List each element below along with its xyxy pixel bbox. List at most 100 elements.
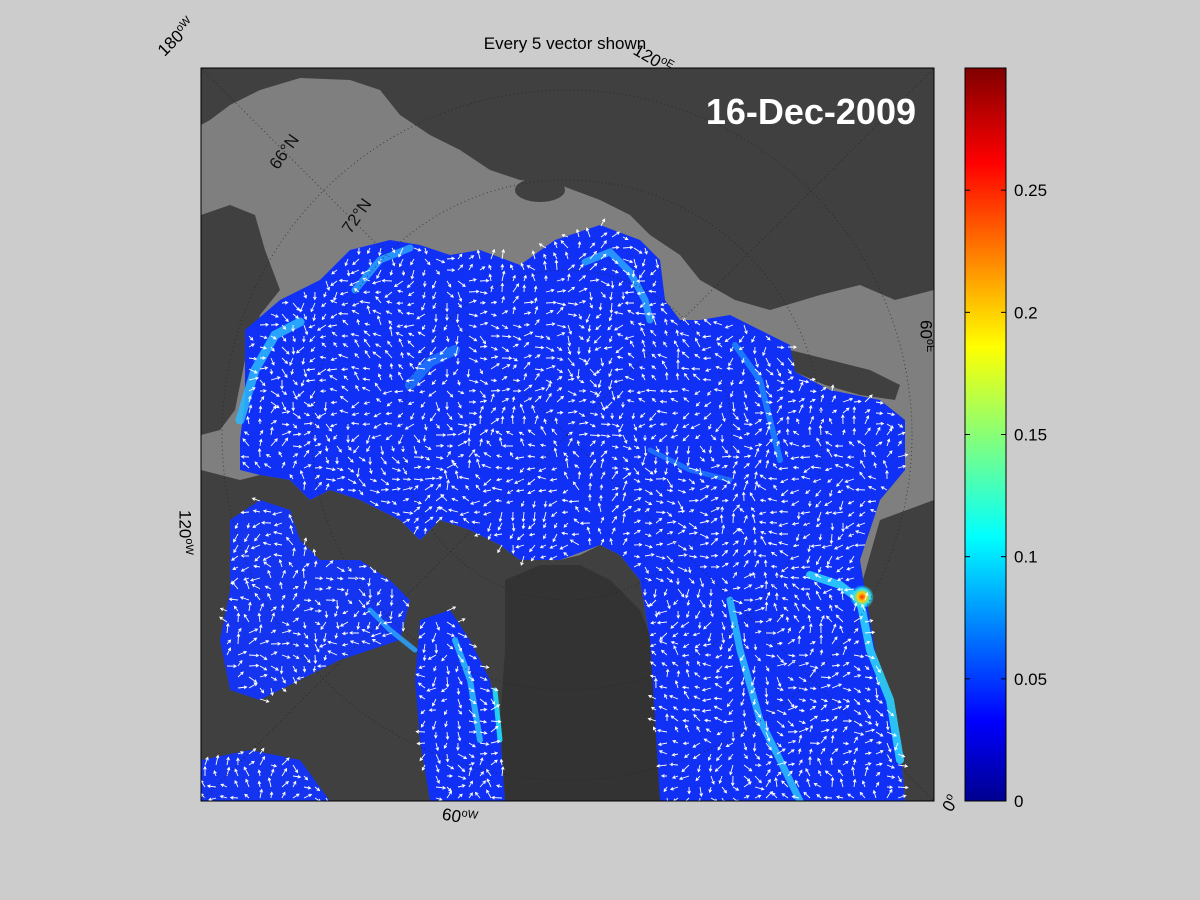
velocity-vector-arrow bbox=[767, 497, 778, 502]
velocity-vector-arrow bbox=[374, 290, 382, 295]
velocity-vector-arrow bbox=[710, 531, 720, 536]
velocity-vector-arrow bbox=[526, 265, 536, 271]
velocity-vector-arrow bbox=[579, 521, 591, 526]
velocity-vector-arrow bbox=[741, 368, 746, 376]
velocity-vector-arrow bbox=[281, 410, 291, 414]
velocity-vector-arrow bbox=[600, 232, 608, 238]
velocity-vector-arrow bbox=[468, 654, 478, 660]
velocity-vector-arrow bbox=[270, 390, 280, 397]
velocity-vector-arrow bbox=[743, 720, 748, 731]
velocity-vector-arrow bbox=[556, 395, 565, 403]
velocity-vector-arrow bbox=[457, 698, 462, 709]
velocity-vector-arrow bbox=[554, 259, 559, 271]
velocity-vector-arrow bbox=[703, 412, 712, 420]
velocity-vector-arrow bbox=[291, 346, 296, 355]
velocity-vector-arrow bbox=[457, 390, 465, 395]
lon-label-60e: 60oE bbox=[915, 320, 936, 352]
velocity-vector-arrow bbox=[203, 765, 207, 776]
velocity-vector-arrow bbox=[649, 599, 657, 607]
velocity-vector-arrow bbox=[490, 378, 498, 383]
velocity-vector-arrow bbox=[487, 533, 492, 541]
velocity-vector-arrow bbox=[856, 522, 866, 527]
velocity-vector-arrow bbox=[402, 599, 410, 607]
velocity-vector-arrow bbox=[806, 555, 811, 564]
velocity-vector-arrow bbox=[505, 431, 514, 436]
velocity-vector-arrow bbox=[468, 289, 480, 294]
velocity-vector-arrow bbox=[468, 762, 475, 766]
velocity-vector-arrow bbox=[259, 687, 265, 694]
velocity-vector-arrow bbox=[303, 654, 311, 664]
velocity-vector-arrow bbox=[262, 509, 272, 514]
velocity-vector-arrow bbox=[341, 302, 349, 306]
velocity-vector-arrow bbox=[358, 576, 366, 581]
velocity-vector-arrow bbox=[669, 786, 679, 791]
velocity-vector-arrow bbox=[600, 434, 611, 438]
velocity-vector-arrow bbox=[321, 313, 327, 321]
velocity-vector-arrow bbox=[324, 610, 329, 619]
velocity-vector-arrow bbox=[647, 717, 657, 722]
velocity-vector-arrow bbox=[578, 324, 585, 329]
velocity-vector-arrow bbox=[696, 588, 701, 599]
velocity-vector-arrow bbox=[740, 654, 745, 662]
velocity-vector-arrow bbox=[730, 379, 734, 386]
velocity-vector-arrow bbox=[254, 533, 261, 542]
velocity-vector-arrow bbox=[466, 368, 471, 378]
velocity-vector-arrow bbox=[666, 540, 677, 546]
velocity-vector-arrow bbox=[677, 544, 687, 551]
velocity-vector-arrow bbox=[655, 577, 665, 582]
velocity-vector-arrow bbox=[741, 687, 746, 697]
velocity-vector-arrow bbox=[435, 401, 441, 413]
velocity-vector-arrow bbox=[721, 478, 731, 484]
velocity-vector-arrow bbox=[765, 761, 772, 766]
velocity-vector-arrow bbox=[236, 612, 241, 623]
velocity-vector-arrow bbox=[457, 264, 464, 271]
velocity-vector-arrow bbox=[446, 621, 456, 628]
velocity-vector-arrow bbox=[502, 444, 513, 448]
velocity-vector-arrow bbox=[850, 594, 855, 601]
velocity-vector-arrow bbox=[787, 638, 796, 645]
velocity-vector-arrow bbox=[258, 438, 263, 447]
velocity-vector-arrow bbox=[407, 388, 415, 393]
velocity-vector-arrow bbox=[589, 423, 596, 428]
velocity-vector-arrow bbox=[682, 423, 690, 428]
velocity-vector-arrow bbox=[314, 465, 323, 470]
velocity-vector-arrow bbox=[259, 389, 267, 393]
velocity-vector-arrow bbox=[897, 764, 909, 768]
velocity-vector-arrow bbox=[386, 300, 393, 304]
velocity-vector-arrow bbox=[659, 422, 668, 427]
velocity-vector-arrow bbox=[622, 258, 634, 264]
velocity-vector-arrow bbox=[380, 577, 389, 582]
velocity-vector-arrow bbox=[553, 447, 558, 458]
velocity-vector-arrow bbox=[514, 478, 525, 484]
velocity-vector-arrow bbox=[545, 346, 555, 352]
velocity-vector-arrow bbox=[688, 544, 694, 551]
velocity-vector-arrow bbox=[336, 467, 344, 472]
graticule-circle-80n bbox=[401, 269, 733, 601]
velocity-vector-arrow bbox=[420, 720, 426, 728]
velocity-vector-arrow bbox=[443, 469, 448, 480]
velocity-vector-arrow bbox=[875, 781, 880, 788]
velocity-vector-arrow bbox=[741, 491, 746, 502]
velocity-vector-arrow bbox=[292, 313, 300, 319]
velocity-vector-arrow bbox=[445, 303, 449, 313]
velocity-vector-arrow bbox=[604, 401, 613, 410]
velocity-vector-arrow bbox=[429, 346, 437, 356]
velocity-vector-arrow bbox=[419, 389, 426, 394]
velocity-vector-arrow bbox=[729, 764, 734, 776]
velocity-vector-arrow bbox=[383, 421, 393, 426]
velocity-vector-arrow bbox=[248, 601, 252, 612]
velocity-vector-arrow bbox=[500, 415, 505, 425]
velocity-vector-arrow bbox=[534, 387, 546, 392]
velocity-vector-arrow bbox=[446, 423, 453, 431]
velocity-vector-arrow bbox=[853, 616, 864, 623]
velocity-vector-arrow bbox=[292, 390, 298, 400]
velocity-vector-arrow bbox=[824, 770, 833, 777]
velocity-vector-arrow bbox=[897, 794, 907, 799]
velocity-vector-arrow bbox=[822, 588, 833, 594]
current-interior-eddy bbox=[405, 345, 460, 390]
velocity-vector-arrow bbox=[428, 390, 437, 397]
velocity-vector-arrow bbox=[721, 454, 732, 459]
velocity-vector-arrow bbox=[537, 475, 547, 480]
velocity-vector-arrow bbox=[622, 480, 628, 491]
velocity-vector-arrow bbox=[674, 445, 679, 455]
